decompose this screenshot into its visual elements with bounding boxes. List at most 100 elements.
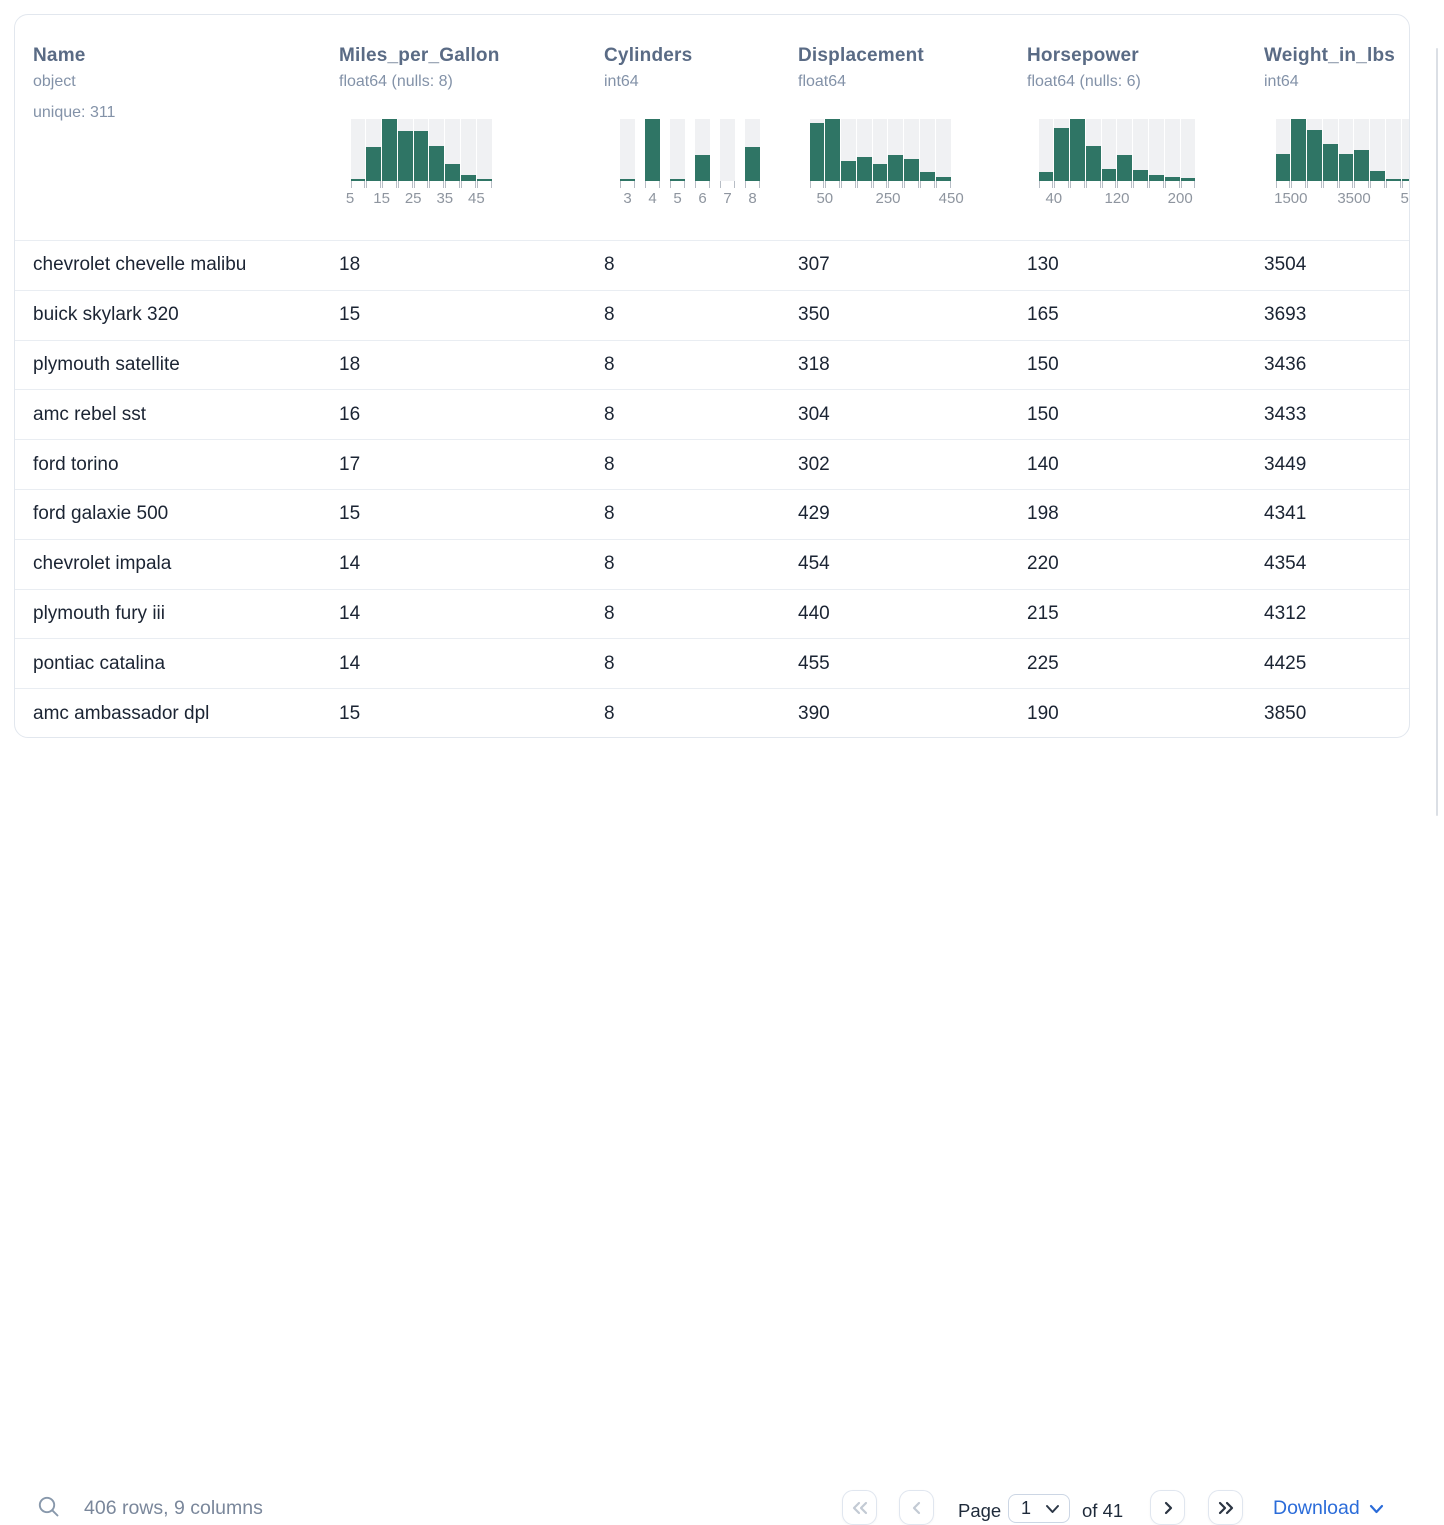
cell-weight_in_lbs: 4341	[1264, 503, 1307, 525]
axis-tick-label: 3	[623, 190, 632, 207]
column-name: Displacement	[798, 45, 924, 66]
axis-labels: 50 250 450	[809, 190, 963, 210]
histogram-bars	[350, 119, 492, 181]
histogram-bin	[1354, 119, 1370, 181]
page-select[interactable]: 1	[1008, 1494, 1070, 1523]
histogram-bin	[1307, 119, 1322, 181]
page-count-label: of 41	[1082, 1500, 1124, 1521]
histogram-bar	[935, 177, 951, 181]
histogram-bar	[1164, 177, 1180, 181]
histogram-bar	[1307, 130, 1322, 181]
histogram-bin	[809, 119, 825, 181]
cell-weight_in_lbs: 3436	[1264, 353, 1307, 375]
cell-name: chevrolet impala	[33, 553, 172, 575]
axis-tick	[695, 181, 710, 188]
histogram-bin	[1291, 119, 1307, 181]
axis-tick	[1401, 181, 1409, 188]
histogram-bar	[872, 164, 888, 181]
cell-cylinders: 8	[604, 254, 615, 276]
chevron-down-icon	[1369, 1504, 1383, 1513]
column-histogram[interactable]: 40 120 200	[1038, 119, 1196, 210]
histogram-bin	[1117, 119, 1133, 181]
page-select-value: 1	[1021, 1498, 1032, 1518]
axis-tick	[1085, 181, 1101, 188]
cell-displacement: 455	[798, 652, 830, 674]
cell-name: buick skylark 320	[33, 304, 179, 326]
axis-tick	[1386, 181, 1401, 188]
cell-horsepower: 150	[1027, 403, 1059, 425]
table-row: pontiac catalina 14 8 455 225 4425	[15, 639, 1409, 690]
search-icon[interactable]	[36, 1494, 62, 1525]
cell-displacement: 454	[798, 553, 830, 575]
histogram-bin	[825, 119, 841, 181]
cell-horsepower: 225	[1027, 652, 1059, 674]
page-scrollbar[interactable]	[1436, 48, 1438, 816]
histogram-bin	[1386, 119, 1401, 181]
table-row: ford torino 17 8 302 140 3449	[15, 440, 1409, 490]
column-histogram[interactable]: 5 15 25 35 45	[346, 119, 492, 210]
axis-tick	[1101, 181, 1117, 188]
last-page-button[interactable]	[1208, 1490, 1243, 1525]
cell-weight_in_lbs: 3850	[1264, 703, 1307, 725]
histogram-bar	[1149, 175, 1164, 181]
histogram-bar	[1085, 146, 1101, 181]
cell-horsepower: 190	[1027, 703, 1059, 725]
axis-tick-label: 120	[1104, 190, 1130, 207]
chevron-down-icon	[1046, 1504, 1059, 1513]
cell-cylinders: 8	[604, 304, 615, 326]
axis-tick	[645, 181, 660, 188]
histogram-axis	[1038, 181, 1196, 188]
cell-cylinders: 8	[604, 703, 615, 725]
axis-tick	[825, 181, 841, 188]
histogram-bar	[825, 119, 841, 181]
first-page-button[interactable]	[842, 1490, 877, 1525]
cell-name: plymouth satellite	[33, 353, 180, 375]
column-header-miles_per_gallon: Miles_per_Gallon float64 (nulls: 8) 5 15 25 3…	[339, 15, 500, 241]
cell-weight_in_lbs: 3504	[1264, 254, 1307, 276]
histogram-bar	[429, 146, 445, 181]
cell-horsepower: 198	[1027, 503, 1059, 525]
histogram-bin	[620, 119, 635, 181]
table-footer: 406 rows, 9 columns Page 1 of 41	[0, 740, 1444, 1525]
axis-tick	[841, 181, 856, 188]
histogram-bin	[350, 119, 366, 181]
column-histogram[interactable]: 50 250 450	[809, 119, 964, 210]
histogram-bar	[904, 159, 920, 181]
histogram-bar	[1275, 154, 1291, 181]
cell-horsepower: 150	[1027, 353, 1059, 375]
cell-displacement: 440	[798, 602, 830, 624]
table-row: chevrolet chevelle malibu 18 8 307 130 3504	[15, 241, 1409, 291]
axis-tick	[1164, 181, 1180, 188]
cell-horsepower: 215	[1027, 602, 1059, 624]
histogram-bar	[461, 175, 476, 181]
download-button[interactable]: Download	[1273, 1497, 1384, 1520]
histogram-bar	[620, 179, 635, 181]
column-name: Horsepower	[1027, 45, 1139, 66]
cell-cylinders: 8	[604, 353, 615, 375]
next-page-button[interactable]	[1150, 1490, 1185, 1525]
histogram-bar	[670, 179, 685, 181]
axis-tick	[1117, 181, 1133, 188]
histogram-bin	[888, 119, 904, 181]
cell-horsepower: 140	[1027, 453, 1059, 475]
cell-cylinders: 8	[604, 503, 615, 525]
histogram-bar	[809, 123, 825, 181]
axis-tick	[350, 181, 366, 188]
axis-tick-label: 45	[468, 190, 485, 207]
axis-tick-label: 5	[673, 190, 682, 207]
column-name: Name	[33, 45, 86, 66]
histogram-bin	[920, 119, 935, 181]
previous-page-button[interactable]	[899, 1490, 934, 1525]
axis-tick	[429, 181, 445, 188]
column-histogram[interactable]: 1500 3500 5500	[1274, 119, 1409, 210]
axis-tick-label: 50	[816, 190, 834, 207]
axis-tick	[413, 181, 429, 188]
histogram-axis	[615, 181, 765, 188]
histogram-bar	[1070, 119, 1085, 181]
axis-tick-label: 4	[648, 190, 657, 207]
histogram-bin	[1149, 119, 1164, 181]
axis-labels: 40 120 200	[1038, 190, 1196, 210]
axis-tick	[1291, 181, 1307, 188]
cell-name: amc rebel sst	[33, 403, 146, 425]
